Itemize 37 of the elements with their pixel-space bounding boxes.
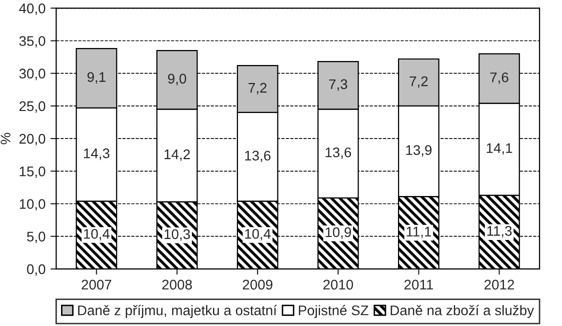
data-label: 11,1	[406, 226, 432, 238]
y-tick-label: 15,0	[20, 166, 46, 178]
x-tick-label: 2007	[82, 280, 112, 290]
x-tick-label: 2008	[162, 280, 192, 290]
data-label: 7,2	[248, 82, 267, 94]
y-tick-label: 30,0	[19, 68, 46, 80]
x-tick-label: 2010	[323, 280, 354, 290]
y-tick-label: 25,0	[19, 101, 46, 113]
legend-label: Pojistné SZ	[298, 304, 368, 318]
data-label: 10,4	[245, 228, 271, 240]
legend-label: Daně z příjmu, majetku a ostatní	[78, 304, 277, 318]
x-tick-label: 2009	[242, 280, 272, 290]
data-label: 13,9	[406, 145, 432, 157]
x-tick-label: 2012	[484, 280, 514, 290]
data-label: 11,3	[487, 226, 512, 238]
x-tick-label: 2011	[404, 280, 433, 290]
y-tick-label: 20,0	[19, 134, 46, 146]
data-label: 7,2	[410, 76, 428, 88]
data-label: 14,2	[164, 149, 190, 161]
data-label: 10,9	[326, 227, 351, 239]
legend-label: Daně na zboží a služby	[390, 304, 534, 318]
data-label: 13,6	[326, 147, 352, 159]
y-axis-title: %	[0, 132, 10, 144]
y-tick-label: 40,0	[19, 3, 46, 15]
data-label: 13,6	[245, 150, 270, 162]
data-label: 7,3	[329, 79, 348, 91]
data-label: 10,4	[84, 228, 110, 240]
y-tick-label: 0,0	[27, 264, 46, 276]
data-label: 14,1	[486, 143, 512, 155]
y-tick-label: 5,0	[27, 232, 46, 244]
data-label: 9,0	[168, 74, 186, 86]
data-label: 14,3	[84, 148, 110, 160]
data-label: 10,3	[164, 229, 190, 241]
data-label: 9,1	[87, 72, 106, 84]
y-tick-label: 35,0	[19, 36, 46, 48]
data-label: 7,6	[490, 72, 508, 84]
y-tick-label: 10,0	[20, 199, 46, 211]
